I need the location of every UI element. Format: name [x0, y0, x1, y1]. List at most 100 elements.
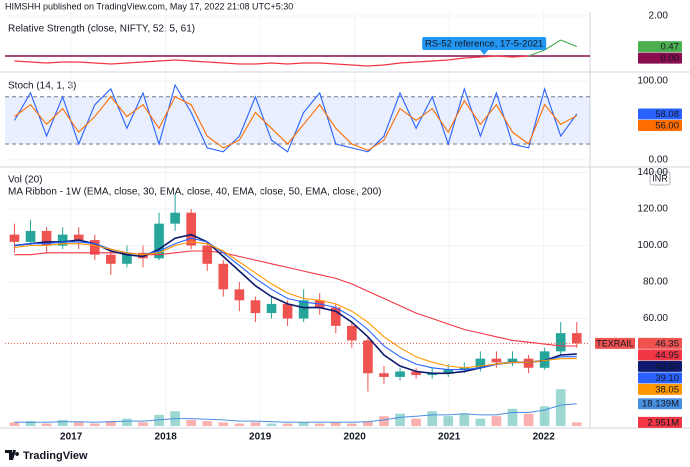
series-segment [351, 64, 368, 67]
volume-bar [379, 416, 389, 426]
volume-bar [523, 413, 534, 426]
series-segment [126, 61, 144, 64]
candle-body [523, 358, 534, 368]
volume-ma [14, 403, 577, 423]
series-segment [464, 56, 481, 59]
series-segment [367, 64, 385, 67]
candle-body [427, 373, 437, 376]
series-line [14, 83, 578, 153]
y-tick-label: 140.00 [637, 167, 668, 178]
candle-body [89, 240, 100, 255]
logo [5, 450, 20, 460]
series-segment [142, 60, 160, 63]
candle-body [186, 212, 196, 246]
rs-title: Relative Strength (close, NIFTY, 52, 5, … [8, 24, 195, 35]
volume-bar [363, 421, 373, 426]
y-tick-label: 100.00 [637, 76, 668, 87]
series-segment [448, 57, 465, 61]
price-label: 0.00 [661, 53, 680, 64]
series-segment [496, 55, 513, 58]
series-segment [432, 59, 449, 62]
volume-bar [475, 418, 486, 426]
x-tick-label: 2018 [155, 432, 178, 443]
y-tick-label: 120.00 [637, 204, 668, 215]
annotation-box [422, 37, 547, 50]
candle-body [347, 325, 357, 341]
candle-body [539, 351, 550, 368]
series-segment [78, 61, 95, 64]
volume-bar [234, 423, 245, 426]
symbol-label: TEXRAIL [596, 338, 634, 348]
price-label-box [638, 398, 682, 410]
x-tick-label: 2017 [60, 432, 83, 443]
y-tick-label: 60.00 [643, 313, 668, 324]
price-label: 56.00 [655, 121, 679, 132]
candle-body [154, 223, 164, 259]
volume-bar [266, 423, 277, 426]
volume-bar [41, 423, 52, 426]
candle-body [9, 234, 20, 242]
candle-body [106, 254, 116, 264]
series-line [14, 95, 578, 151]
annotation-arrow [480, 50, 489, 55]
volume-bar [298, 422, 309, 426]
candle-body [266, 303, 277, 314]
series-segment [287, 62, 304, 65]
volume-bar [395, 413, 405, 426]
price-label-box [638, 349, 682, 361]
annotation-text: RS-52 reference, 17-5-2021 [425, 39, 543, 50]
stoch-title: Stoch (14, 1, 3) [8, 81, 76, 92]
candle-body [41, 230, 52, 246]
currency: INR [652, 173, 668, 183]
candle-body [363, 340, 373, 374]
volume-bar [507, 408, 518, 426]
series-segment [335, 63, 352, 66]
candle-body [507, 358, 518, 363]
volume-bar [330, 422, 341, 426]
candle-body [282, 303, 293, 319]
x-tick-label: 2021 [438, 432, 461, 443]
series-segment [175, 59, 192, 62]
candle-body [475, 358, 486, 368]
candle-body [443, 369, 454, 374]
price-label-box [638, 337, 682, 349]
volume-bar [282, 423, 293, 426]
price-label: 0.47 [661, 42, 680, 53]
candle-body [73, 234, 84, 241]
volume-bar [9, 422, 20, 426]
candle-body [298, 300, 309, 319]
volume-bar [491, 416, 502, 426]
series-segment [271, 62, 288, 65]
series-segment [191, 60, 208, 63]
candle-body [218, 263, 229, 290]
volume-bar [347, 423, 357, 426]
series-segment [400, 61, 417, 64]
volume-bar [186, 419, 196, 426]
candle-body [555, 333, 566, 352]
x-tick-label: 2019 [249, 432, 272, 443]
price-label-box [638, 383, 682, 395]
price-label-box [638, 416, 682, 428]
series-segment [544, 39, 562, 51]
candle-body [234, 289, 245, 301]
series-segment [528, 49, 545, 57]
candle-body [202, 245, 213, 264]
candle-body [170, 212, 180, 224]
price-label: 58.08 [655, 109, 679, 120]
volume-title: Vol (20) [8, 175, 42, 186]
footer: TradingView [23, 450, 88, 462]
series-segment [319, 62, 336, 65]
volume-bar [459, 413, 470, 426]
series-segment [159, 59, 176, 62]
candle-body [395, 371, 405, 377]
volume-bar [411, 418, 421, 426]
price-label-box [638, 41, 682, 53]
candle-body [411, 371, 421, 376]
candle-body [379, 373, 389, 377]
volume-bar [73, 422, 84, 426]
price-label-box [638, 120, 682, 132]
volume-bar [89, 423, 100, 426]
price-label-box [638, 108, 682, 120]
